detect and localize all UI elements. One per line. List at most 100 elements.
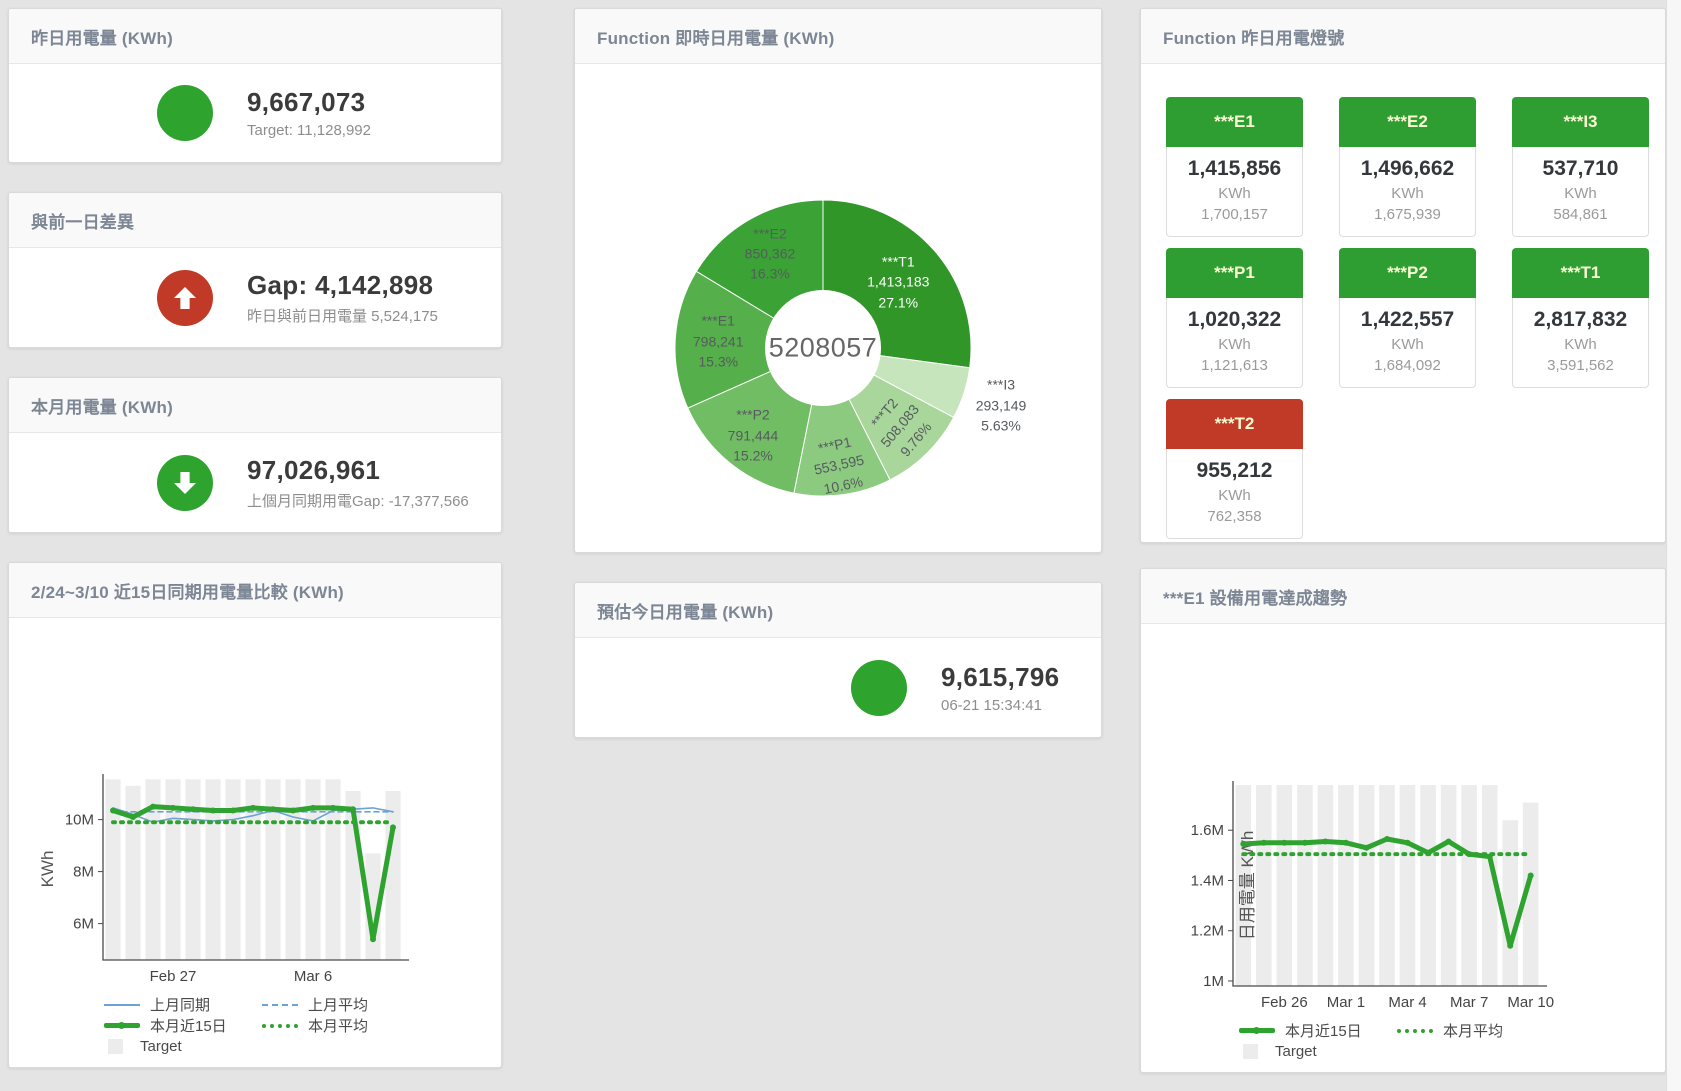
green-status-circle-icon — [157, 85, 213, 141]
axes: 6M 8M 10M Feb 27 Mar 6 — [65, 774, 409, 985]
status-tile-header: ***P2 — [1339, 248, 1476, 298]
green-line-swatch-icon — [1239, 1027, 1275, 1034]
compare-chart-legend: 上月同期 上月平均本月近15日 本月平均 Target — [104, 994, 434, 1057]
legend-item[interactable]: Target — [104, 1036, 262, 1057]
scrollbar-track[interactable] — [1666, 0, 1681, 1091]
y-axis-label: 日用電量 KWh — [1238, 831, 1257, 941]
donut-slice-label: ***E2 850,362 16.3% — [744, 225, 796, 283]
x-tick-label: Feb 26 — [1261, 994, 1308, 1011]
status-tile[interactable]: ***E2 1,496,662 KWh 1,675,939 — [1339, 97, 1476, 237]
gray-box-swatch-icon — [1243, 1044, 1258, 1059]
tile-target-value: 1,700,157 — [1201, 206, 1268, 223]
compare-chart-svg-holder: 6M 8M 10M Feb 27 Mar 6 KWh — [9, 618, 501, 990]
y-tick-label: 1.2M — [1191, 923, 1224, 940]
tile-unit: KWh — [1564, 185, 1597, 202]
target-bars — [1235, 785, 1539, 986]
up-arrow-icon — [157, 269, 213, 326]
panel-title: Function 昨日用電燈號 — [1163, 28, 1345, 48]
legend-item[interactable]: 本月平均 — [262, 1015, 420, 1036]
status-tile-header: ***P1 — [1166, 248, 1303, 298]
donut-slice[interactable] — [674, 270, 825, 409]
tile-value: 537,710 — [1542, 157, 1619, 180]
tile-target-value: 3,591,562 — [1547, 357, 1614, 374]
donut-slice-label: ***T1 1,413,183 27.1% — [867, 253, 930, 311]
legend-label: 上月平均 — [308, 997, 369, 1014]
status-tile[interactable]: ***I3 537,710 KWh 584,861 — [1512, 97, 1649, 237]
e1-trend-chart-legend: 本月近15日 本月平均 Target — [1239, 1020, 1599, 1062]
donut-center-total: 5208057 — [768, 332, 878, 363]
legend-item[interactable]: 上月平均 — [262, 994, 420, 1015]
compare-chart: 6M 8M 10M Feb 27 Mar 6 KWh 上月同期 上月平均 本月近15日 本月平均… — [9, 618, 501, 1067]
axes: 1M 1.2M 1.4M 1.6M Feb 26 Mar 1 Mar 4 Mar 7 Mar 1… — [1191, 781, 1554, 1011]
status-tile-body: 1,415,856 KWh 1,700,157 — [1166, 147, 1303, 237]
x-tick-label: Mar 6 — [294, 968, 332, 985]
legend-item[interactable]: 本月近15日 — [104, 1015, 262, 1036]
donut-chart: 5208057 ***T1 1,413,183 27.1% ***I3 293,149 5… — [575, 64, 1101, 607]
status-tile[interactable]: ***T1 2,817,832 KWh 3,591,562 — [1512, 248, 1649, 388]
tile-unit: KWh — [1218, 487, 1251, 504]
x-tick-label: Mar 10 — [1507, 994, 1554, 1011]
stat-subtext: 上個月同期用電Gap: -17,377,566 — [247, 492, 469, 510]
panel-header: 與前一日差異 — [9, 193, 501, 248]
stat-subtext: 昨日與前日用電量 5,524,175 — [247, 307, 438, 325]
y-tick-label: 1.4M — [1191, 872, 1224, 889]
stat-content: 97,026,961 上個月同期用電Gap: -17,377,566 — [9, 433, 501, 532]
green-line-swatch-icon — [104, 1022, 140, 1029]
panel-title: ***E1 設備用電達成趨勢 — [1163, 588, 1348, 608]
stat-content: 9,615,796 06-21 15:34:41 — [575, 638, 1101, 737]
y-tick-label: 1M — [1203, 973, 1224, 990]
legend-label: Target — [1275, 1043, 1317, 1060]
panel-title: 與前一日差異 — [31, 212, 135, 232]
panel-title: 2/24~3/10 近15日同期用電量比較 (KWh) — [31, 582, 344, 602]
tile-unit: KWh — [1218, 336, 1251, 353]
y-tick-label: 6M — [73, 916, 94, 933]
tile-unit: KWh — [1218, 185, 1251, 202]
tile-unit: KWh — [1564, 336, 1597, 353]
legend-item[interactable]: Target — [1239, 1041, 1397, 1062]
panel-yesterday-lights: Function 昨日用電燈號 ***E1 1,415,856 KWh 1,700,1… — [1140, 8, 1666, 543]
stat-value: 9,667,073 — [247, 87, 366, 117]
stat-content: Gap: 4,142,898 昨日與前日用電量 5,524,175 — [9, 248, 501, 347]
legend-item[interactable]: 上月同期 — [104, 994, 262, 1015]
panel-header: Function 即時日用電量 (KWh) — [575, 9, 1101, 64]
x-tick-label: Feb 27 — [150, 968, 197, 985]
legend-label: 本月平均 — [308, 1018, 369, 1035]
status-tile-header: ***E2 — [1339, 97, 1476, 147]
status-tile-body: 2,817,832 KWh 3,591,562 — [1512, 298, 1649, 388]
tile-value: 1,415,856 — [1187, 157, 1282, 180]
status-tile[interactable]: ***P2 1,422,557 KWh 1,684,092 — [1339, 248, 1476, 388]
legend-item[interactable]: 本月平均 — [1397, 1020, 1555, 1041]
legend-label: 本月近15日 — [1285, 1023, 1362, 1040]
panel-title: 昨日用電量 (KWh) — [31, 28, 173, 48]
donut-slice-label: ***I3 293,149 5.63% — [975, 376, 1027, 434]
status-tile[interactable]: ***E1 1,415,856 KWh 1,700,157 — [1166, 97, 1303, 237]
legend-item[interactable]: 本月近15日 — [1239, 1020, 1397, 1041]
tile-target-value: 1,675,939 — [1374, 206, 1441, 223]
y-tick-label: 10M — [65, 812, 94, 829]
panel-title: 本月用電量 (KWh) — [31, 397, 173, 417]
donut-slice-label: ***P2 791,444 15.2% — [727, 406, 779, 464]
tile-target-value: 1,684,092 — [1374, 357, 1441, 374]
y-axis-label: KWh — [38, 851, 57, 888]
legend-label: Target — [140, 1038, 182, 1055]
status-tile-body: 955,212 KWh 762,358 — [1166, 449, 1303, 539]
status-tile[interactable]: ***P1 1,020,322 KWh 1,121,613 — [1166, 248, 1303, 388]
status-tile[interactable]: ***T2 955,212 KWh 762,358 — [1166, 399, 1303, 539]
panel-header: 2/24~3/10 近15日同期用電量比較 (KWh) — [9, 563, 501, 618]
stat-value: 97,026,961 — [247, 454, 381, 485]
panel-title: Function 即時日用電量 (KWh) — [597, 28, 835, 48]
y-tick-label: 1.6M — [1191, 822, 1224, 839]
status-tile-body: 1,020,322 KWh 1,121,613 — [1166, 298, 1303, 388]
tile-value: 2,817,832 — [1533, 308, 1628, 331]
panel-header: 預估今日用電量 (KWh) — [575, 583, 1101, 638]
status-tile-body: 1,422,557 KWh 1,684,092 — [1339, 298, 1476, 388]
donut-slice-label: ***E1 798,241 15.3% — [692, 312, 744, 370]
stat-timestamp: 06-21 15:34:41 — [941, 696, 1042, 714]
panel-realtime-donut: Function 即時日用電量 (KWh) 5208057 ***T1 1,413… — [574, 8, 1102, 553]
e1-trend-chart: 1M 1.2M 1.4M 1.6M Feb 26 Mar 1 Mar 4 Mar 7 Mar 1… — [1141, 624, 1665, 1072]
status-tile-header: ***E1 — [1166, 97, 1303, 147]
status-tile-header: ***T1 — [1512, 248, 1649, 298]
blue-dash-swatch-icon — [262, 1003, 298, 1006]
stat-subtext: Target: 11,128,992 — [247, 122, 371, 139]
tile-value: 1,496,662 — [1360, 157, 1455, 180]
